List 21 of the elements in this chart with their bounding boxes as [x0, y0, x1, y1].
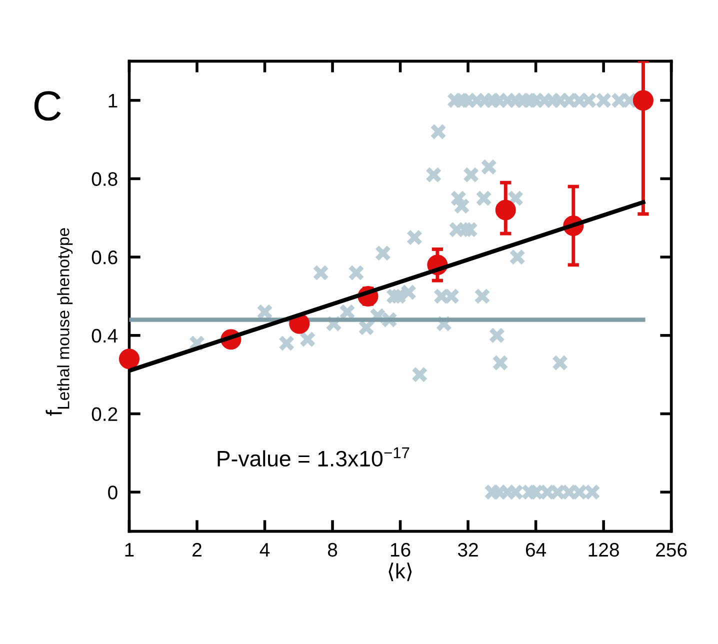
y-tick-label: 0.2	[92, 407, 118, 422]
x-tick-label: 1	[125, 543, 134, 556]
x-tick-label: 8	[328, 542, 338, 557]
point	[495, 200, 516, 220]
x-axis-title: ⟨k⟩	[388, 562, 412, 582]
x-tick-label: 2	[192, 542, 202, 556]
y-tick-label: 0.4	[92, 328, 118, 343]
x-tick-label: 16	[390, 542, 410, 557]
x-tick-label: 128	[588, 542, 619, 557]
y-tick-label: 1	[108, 94, 118, 108]
y-tick-label: 0	[108, 486, 118, 500]
point	[632, 90, 654, 111]
y-axis-title: fLethal mouse phenotype	[46, 228, 73, 416]
text: C	[34, 91, 61, 121]
y-tick-label: 0.8	[92, 172, 118, 186]
x-tick-label: 256	[656, 542, 687, 557]
x-tick-label: 64	[526, 542, 546, 557]
annotation: P-value = 1.3x10$^{−17}$	[218, 447, 410, 467]
x-tick-label: 32	[458, 542, 478, 557]
x-tick-label: 4	[260, 543, 270, 556]
y-tick-label: 0.6	[92, 250, 118, 264]
